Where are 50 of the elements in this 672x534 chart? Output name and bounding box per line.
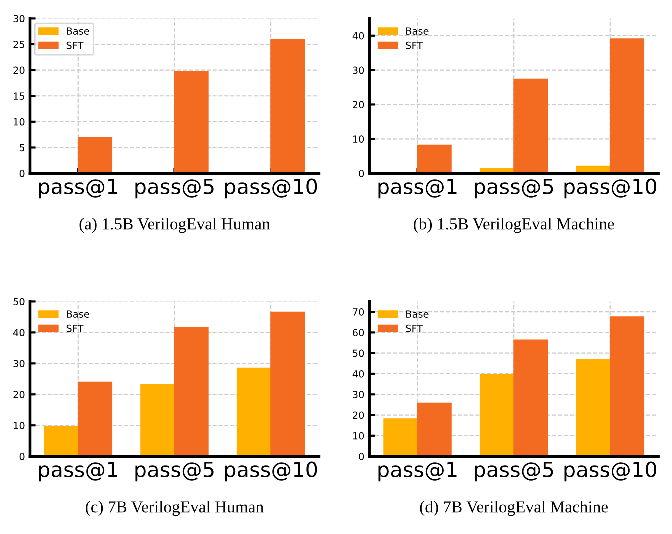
x-tick-label: pass@1 — [39, 179, 118, 199]
legend-label: Base — [67, 310, 90, 318]
x-axis-title: (b) 1.5B VerilogEval Machine — [414, 218, 614, 234]
legend-label: SFT — [66, 42, 84, 50]
legend-label: SFT — [406, 42, 424, 50]
legend-label: SFT — [66, 324, 84, 332]
x-tick-label: pass@10 — [564, 462, 657, 482]
y-tick-label: 0 — [359, 453, 364, 460]
legend-label: SFT — [406, 324, 424, 332]
y-tick-label: 30 — [14, 15, 25, 23]
x-tick-label: pass@10 — [225, 462, 318, 482]
x-tick-label: pass@1 — [378, 462, 457, 482]
x-axis-title: (c) 7B VerilogEval Human — [86, 501, 264, 516]
x-axis-title: (a) 1.5B VerilogEval Human — [80, 218, 270, 234]
y-tick-label: 30 — [353, 391, 364, 398]
legend-label: Base — [406, 310, 429, 318]
y-tick-label: 70 — [353, 308, 364, 316]
y-tick-label: 10 — [353, 432, 364, 440]
x-tick-label: pass@10 — [564, 178, 657, 199]
y-tick-label: 30 — [14, 360, 25, 368]
x-tick-label: pass@5 — [136, 179, 214, 199]
y-tick-label: 10 — [353, 136, 364, 143]
x-tick-label: pass@5 — [136, 462, 214, 482]
x-tick-label: pass@1 — [39, 462, 118, 482]
y-tick-label: 0 — [20, 170, 25, 178]
y-tick-label: 40 — [352, 32, 364, 40]
y-tick-label: 40 — [352, 370, 364, 378]
y-tick-label: 50 — [14, 298, 25, 306]
y-tick-label: 20 — [14, 391, 25, 398]
y-tick-label: 50 — [353, 350, 364, 358]
y-tick-label: 15 — [14, 92, 25, 100]
y-tick-label: 30 — [353, 66, 364, 74]
y-tick-label: 0 — [20, 453, 25, 460]
y-tick-label: 10 — [14, 118, 25, 126]
legend-label: Base — [406, 28, 429, 35]
y-tick-label: 20 — [353, 101, 364, 109]
x-tick-label: pass@1 — [378, 179, 457, 199]
y-tick-label: 10 — [14, 422, 25, 430]
y-tick-label: 0 — [359, 170, 364, 178]
x-tick-label: pass@5 — [475, 462, 554, 482]
y-tick-label: 25 — [14, 40, 25, 48]
x-axis-title: (d) 7B VerilogEval Machine — [420, 501, 608, 516]
y-tick-label: 20 — [353, 412, 364, 420]
y-tick-label: 5 — [20, 144, 25, 152]
x-tick-label: pass@5 — [475, 179, 554, 199]
y-tick-label: 40 — [13, 329, 25, 337]
x-tick-label: pass@10 — [225, 178, 318, 199]
legend-label: Base — [67, 28, 90, 35]
y-tick-label: 20 — [14, 66, 25, 74]
y-tick-label: 60 — [353, 329, 364, 337]
